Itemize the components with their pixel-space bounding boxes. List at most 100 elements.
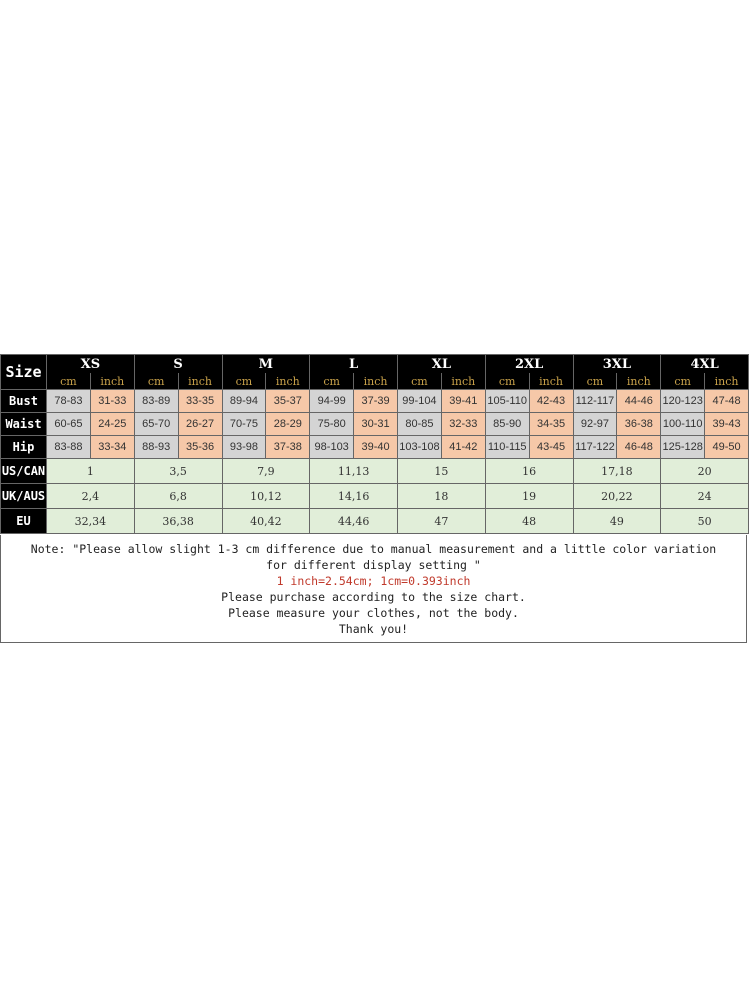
unit-cm-label: cm bbox=[397, 373, 442, 390]
cm-cell: 78-83 bbox=[46, 389, 91, 413]
cm-cell: 89-94 bbox=[221, 389, 267, 413]
row-label: US/CAN bbox=[0, 458, 47, 484]
inch-cell: 35-36 bbox=[177, 435, 223, 459]
inch-cell: 36-38 bbox=[616, 412, 662, 436]
cm-cell: 125-128 bbox=[660, 435, 706, 459]
inch-cell: 26-27 bbox=[177, 412, 223, 436]
inch-cell: 39-40 bbox=[353, 435, 398, 459]
inch-cell: 30-31 bbox=[353, 412, 398, 436]
unit-inch-label: inch bbox=[353, 373, 398, 390]
unit-inch-label: inch bbox=[616, 373, 662, 390]
cm-cell: 83-89 bbox=[133, 389, 179, 413]
unit-inch-label: inch bbox=[440, 373, 486, 390]
inch-cell: 41-42 bbox=[440, 435, 486, 459]
inch-cell: 32-33 bbox=[440, 412, 486, 436]
cm-cell: 99-104 bbox=[397, 389, 442, 413]
conversion-cell: 19 bbox=[484, 483, 574, 509]
unit-inch-label: inch bbox=[704, 373, 749, 390]
conversion-cell: 1 bbox=[46, 458, 135, 484]
conversion-cell: 20 bbox=[660, 458, 749, 484]
cm-cell: 60-65 bbox=[46, 412, 91, 436]
cm-cell: 70-75 bbox=[221, 412, 267, 436]
conversion-cell: 17,18 bbox=[572, 458, 662, 484]
conversion-cell: 50 bbox=[660, 508, 749, 534]
inch-cell: 49-50 bbox=[704, 435, 749, 459]
measurement-row: Bust 78-83 31-33 83-89 33-35 89-94 35-37 94-99 3… bbox=[0, 389, 749, 413]
conversion-row: EU 32,34 36,38 40,42 44,46 47 48 49 50 bbox=[0, 508, 749, 534]
unit-cm-label: cm bbox=[221, 373, 267, 390]
cm-cell: 88-93 bbox=[133, 435, 179, 459]
cm-cell: 105-110 bbox=[484, 389, 530, 413]
unit-cm-label: cm bbox=[133, 373, 179, 390]
unit-inch-label: inch bbox=[528, 373, 574, 390]
size-column-header: XS bbox=[46, 354, 135, 373]
conversion-cell: 2,4 bbox=[46, 483, 135, 509]
inch-cell: 46-48 bbox=[616, 435, 662, 459]
unit-cm-label: cm bbox=[309, 373, 355, 390]
conversion-cell: 6,8 bbox=[133, 483, 223, 509]
row-label: Bust bbox=[0, 389, 47, 413]
size-column-header: S bbox=[133, 354, 223, 373]
inch-cell: 39-43 bbox=[704, 412, 749, 436]
inch-cell: 42-43 bbox=[528, 389, 574, 413]
row-label: UK/AUS bbox=[0, 483, 47, 509]
inch-cell: 33-35 bbox=[177, 389, 223, 413]
inch-cell: 43-45 bbox=[528, 435, 574, 459]
cm-cell: 94-99 bbox=[309, 389, 355, 413]
unit-cm-label: cm bbox=[660, 373, 706, 390]
conversion-cell: 10,12 bbox=[221, 483, 311, 509]
conversion-cell: 49 bbox=[572, 508, 662, 534]
size-column-header: 2XL bbox=[484, 354, 574, 373]
measurement-row: Waist 60-65 24-25 65-70 26-27 70-75 28-29 75-80… bbox=[0, 412, 749, 436]
cm-cell: 110-115 bbox=[484, 435, 530, 459]
conversion-cell: 40,42 bbox=[221, 508, 311, 534]
row-label: Waist bbox=[0, 412, 47, 436]
conversion-cell: 18 bbox=[397, 483, 486, 509]
cm-cell: 117-122 bbox=[572, 435, 618, 459]
conversion-cell: 16 bbox=[484, 458, 574, 484]
unit-inch-label: inch bbox=[265, 373, 311, 390]
inch-cell: 37-38 bbox=[265, 435, 311, 459]
inch-cell: 33-34 bbox=[89, 435, 135, 459]
inch-cell: 24-25 bbox=[89, 412, 135, 436]
note-purchase: Please purchase according to the size ch… bbox=[221, 590, 526, 604]
conversion-cell: 47 bbox=[397, 508, 486, 534]
unit-inch-label: inch bbox=[177, 373, 223, 390]
unit-cm-label: cm bbox=[572, 373, 618, 390]
conversion-cell: 7,9 bbox=[221, 458, 311, 484]
size-note: Note: "Please allow slight 1-3 cm differ… bbox=[0, 535, 747, 643]
row-label: EU bbox=[0, 508, 47, 534]
cm-cell: 80-85 bbox=[397, 412, 442, 436]
note-disclaimer: Note: "Please allow slight 1-3 cm differ… bbox=[30, 542, 717, 572]
inch-cell: 37-39 bbox=[353, 389, 398, 413]
cm-cell: 83-88 bbox=[46, 435, 91, 459]
size-header: Size bbox=[0, 354, 47, 390]
size-chart-table: Size XS S M L XL 2XL 3XL 4XL cm inch cm inch cm inch cm… bbox=[0, 354, 749, 534]
inch-cell: 34-35 bbox=[528, 412, 574, 436]
inch-cell: 35-37 bbox=[265, 389, 311, 413]
cm-cell: 65-70 bbox=[133, 412, 179, 436]
conversion-cell: 48 bbox=[484, 508, 574, 534]
size-column-header: 4XL bbox=[660, 354, 749, 373]
note-conversion: 1 inch=2.54cm; 1cm=0.393inch bbox=[276, 574, 471, 588]
cm-cell: 93-98 bbox=[221, 435, 267, 459]
note-measure: Please measure your clothes, not the bod… bbox=[228, 606, 519, 620]
note-thanks: Thank you! bbox=[338, 622, 409, 636]
conversion-cell: 20,22 bbox=[572, 483, 662, 509]
row-label: Hip bbox=[0, 435, 47, 459]
inch-cell: 28-29 bbox=[265, 412, 311, 436]
cm-cell: 100-110 bbox=[660, 412, 706, 436]
inch-cell: 44-46 bbox=[616, 389, 662, 413]
conversion-cell: 15 bbox=[397, 458, 486, 484]
conversion-cell: 44,46 bbox=[309, 508, 398, 534]
unit-cm-label: cm bbox=[484, 373, 530, 390]
inch-cell: 31-33 bbox=[89, 389, 135, 413]
measurement-row: Hip 83-88 33-34 88-93 35-36 93-98 37-38 98-103 3… bbox=[0, 435, 749, 459]
conversion-cell: 11,13 bbox=[309, 458, 398, 484]
unit-cm-label: cm bbox=[46, 373, 91, 390]
cm-cell: 98-103 bbox=[309, 435, 355, 459]
cm-cell: 92-97 bbox=[572, 412, 618, 436]
conversion-row: US/CAN 1 3,5 7,9 11,13 15 16 17,18 20 bbox=[0, 458, 749, 484]
cm-cell: 112-117 bbox=[572, 389, 618, 413]
conversion-cell: 36,38 bbox=[133, 508, 223, 534]
